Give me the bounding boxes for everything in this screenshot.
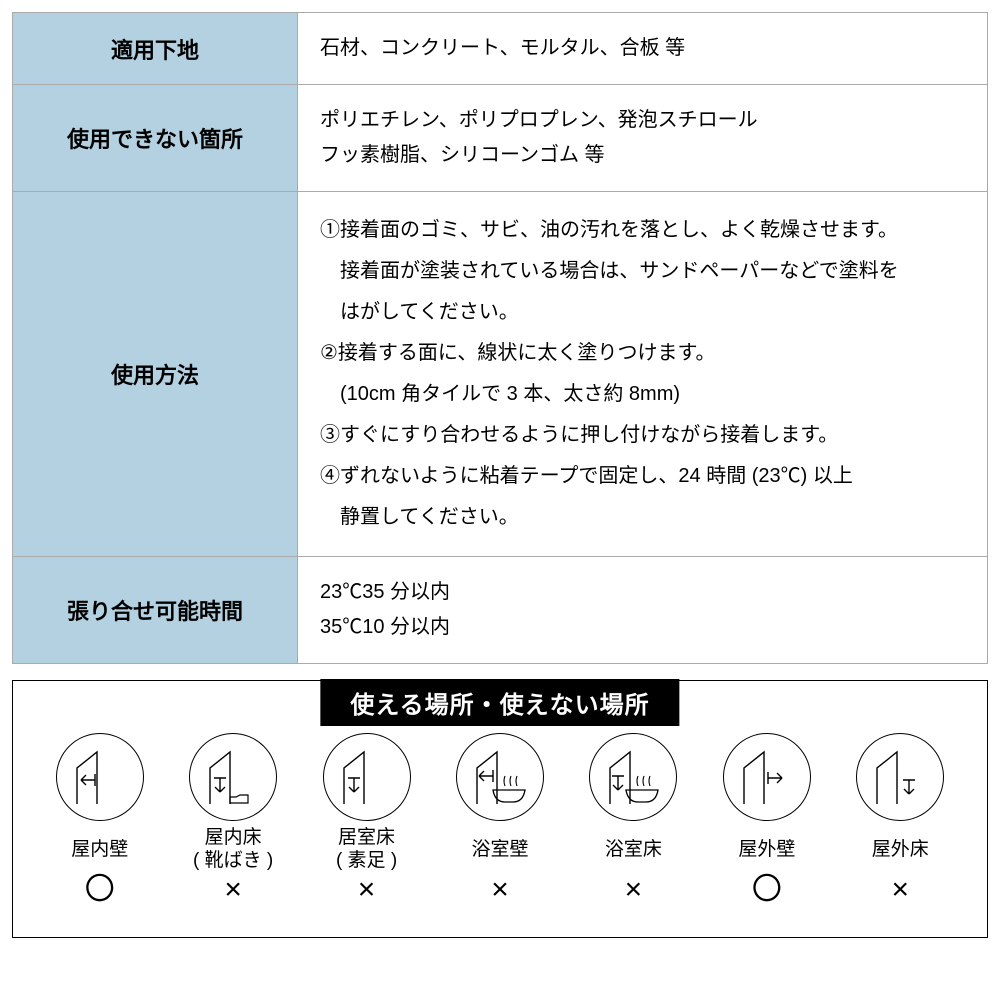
outdoor-floor-icon [856, 733, 944, 821]
usage-label: 浴室壁 [471, 827, 528, 873]
usage-item: 浴室壁× [433, 733, 566, 905]
usage-label: 屋外壁 [738, 827, 795, 873]
spec-value: ポリエチレン、ポリプロプレン、発泡スチロール フッ素樹脂、シリコーンゴム 等 [298, 85, 988, 192]
spec-value: ①接着面のゴミ、サビ、油の汚れを落とし、よく乾燥させます。 接着面が塗装されてい… [298, 192, 988, 557]
usage-mark: × [358, 875, 376, 905]
spec-value: 23℃35 分以内 35℃10 分以内 [298, 557, 988, 664]
spec-row: 使用方法①接着面のゴミ、サビ、油の汚れを落とし、よく乾燥させます。 接着面が塗装… [13, 192, 988, 557]
usage-item: 居室床 ( 素足 )× [300, 733, 433, 905]
usage-mark: 〇 [752, 875, 782, 905]
usage-item: 屋内壁〇 [33, 733, 166, 905]
usage-mark: × [491, 875, 509, 905]
indoor-floor-shoes-icon [189, 733, 277, 821]
spec-row: 適用下地石材、コンクリート、モルタル、合板 等 [13, 13, 988, 85]
indoor-wall-icon [56, 733, 144, 821]
usage-label: 屋内床 ( 靴ばき ) [193, 827, 273, 873]
bath-floor-icon [589, 733, 677, 821]
indoor-floor-bare-icon [323, 733, 411, 821]
usage-label: 屋外床 [872, 827, 929, 873]
spec-table-body: 適用下地石材、コンクリート、モルタル、合板 等使用できない箇所ポリエチレン、ポリ… [13, 13, 988, 664]
usage-label: 屋内壁 [71, 827, 128, 873]
usage-label: 居室床 ( 素足 ) [336, 827, 397, 873]
spec-table: 適用下地石材、コンクリート、モルタル、合板 等使用できない箇所ポリエチレン、ポリ… [12, 12, 988, 664]
spec-label: 張り合せ可能時間 [13, 557, 298, 664]
spec-value: 石材、コンクリート、モルタル、合板 等 [298, 13, 988, 85]
spec-label: 使用方法 [13, 192, 298, 557]
spec-row: 張り合せ可能時間23℃35 分以内 35℃10 分以内 [13, 557, 988, 664]
usage-item: 屋外壁〇 [700, 733, 833, 905]
usage-mark: 〇 [85, 875, 115, 905]
usage-item: 屋内床 ( 靴ばき )× [166, 733, 299, 905]
usage-label: 浴室床 [605, 827, 662, 873]
usage-item: 浴室床× [567, 733, 700, 905]
usage-mark: × [891, 875, 909, 905]
usage-box: 使える場所・使えない場所 屋内壁〇屋内床 ( 靴ばき )×居室床 ( 素足 )×… [12, 680, 988, 938]
spec-row: 使用できない箇所ポリエチレン、ポリプロプレン、発泡スチロール フッ素樹脂、シリコ… [13, 85, 988, 192]
outdoor-wall-icon [723, 733, 811, 821]
usage-title: 使える場所・使えない場所 [320, 679, 679, 726]
spec-label: 適用下地 [13, 13, 298, 85]
bath-wall-icon [456, 733, 544, 821]
usage-mark: × [625, 875, 643, 905]
spec-label: 使用できない箇所 [13, 85, 298, 192]
usage-item: 屋外床× [834, 733, 967, 905]
usage-mark: × [224, 875, 242, 905]
